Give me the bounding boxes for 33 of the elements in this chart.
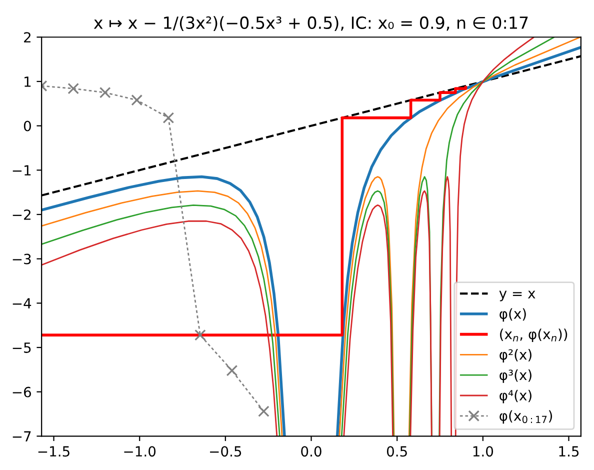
x-tick-label: −1.5 <box>38 446 70 457</box>
point <box>99 86 111 98</box>
y-tick-label: −2 <box>12 209 30 220</box>
y-tick-label: −6 <box>12 386 31 398</box>
line-series <box>42 84 468 336</box>
y-tick-label: −1 <box>12 165 31 176</box>
chart-title: x ↦ x − 1/(3x²)(−0.5x³ + 0.5), IC: x₀ = 0.9, n ∈ 0:17 <box>94 16 528 31</box>
x-tick-label: 1.0 <box>473 446 494 457</box>
x-tick-label: −0.5 <box>210 446 242 457</box>
point <box>162 112 174 124</box>
y-tick-label: −4 <box>12 298 32 308</box>
y-tick-label: 0 <box>24 120 31 132</box>
y-tick-label: 2 <box>24 32 30 42</box>
x-tick-label: −1.0 <box>124 446 156 457</box>
y-tick-label: −5 <box>12 342 31 353</box>
y-tick-label: −3 <box>12 254 31 264</box>
x-tick-label: 0.5 <box>386 446 407 457</box>
legend-label: φ³(x) <box>500 369 532 383</box>
legend-label: φ(x$_{0:17}$) <box>500 410 552 424</box>
point <box>258 406 270 418</box>
y-tick-label: 1 <box>24 76 31 87</box>
point <box>131 94 143 106</box>
y-tick-label: −7 <box>12 431 31 442</box>
legend-label: φ⁴(x) <box>500 390 532 404</box>
point <box>68 82 80 94</box>
point <box>226 364 238 376</box>
point <box>194 329 206 341</box>
x-tick-label: 0.0 <box>301 446 322 457</box>
legend-label: φ²(x) <box>500 349 532 362</box>
legend-label: y = x <box>499 290 536 302</box>
x-tick-label: 1.5 <box>559 446 579 457</box>
legend-label: φ(x) <box>500 308 526 322</box>
legend-label: (x$_{n}$, φ(x$_{n}$)) <box>500 328 568 342</box>
